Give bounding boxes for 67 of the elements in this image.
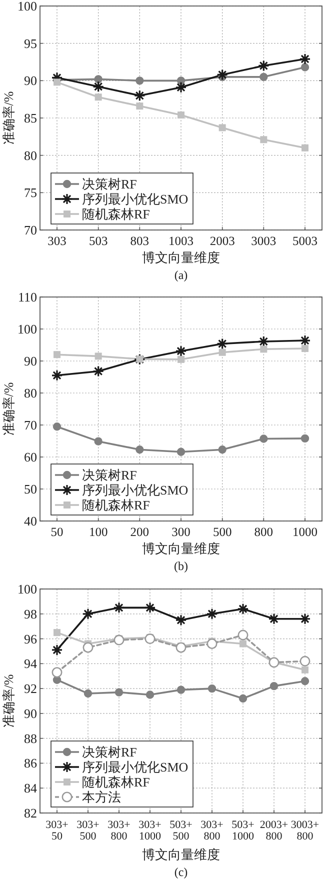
legend-label: 决策树RF (82, 744, 137, 760)
x-axis-title: 博文向量维度 (142, 541, 220, 556)
x-tick-label: 50 (50, 525, 64, 539)
y-tick-label: 80 (24, 148, 37, 163)
legend-label: 随机森林RF (82, 206, 150, 222)
x-tick-label: 303 (48, 234, 66, 248)
y-tick-label: 70 (24, 418, 37, 432)
y-tick-label: 80 (24, 386, 37, 400)
x-tick-label: 303+ 800 (200, 819, 224, 843)
y-tick-label: 60 (24, 450, 37, 464)
x-tick-label: 200 (130, 525, 150, 539)
y-tick-label: 100 (18, 322, 37, 336)
x-tick-label: 303+ 800 (108, 819, 130, 843)
y-tick-label: 82 (24, 806, 37, 820)
y-axis-title: 准确率/% (1, 674, 16, 728)
x-tick-label: 503 (88, 234, 108, 248)
legend-label: 本方法 (82, 790, 121, 804)
x-tick-label: 500 (212, 525, 232, 539)
legend-label: 随机森林RF (82, 498, 150, 512)
legend-label: 序列最小优化SMO (82, 192, 188, 206)
y-tick-label: 98 (24, 606, 37, 622)
x-axis-title: 博文向量维度 (142, 250, 220, 265)
y-tick-label: 88 (24, 730, 37, 746)
legend-label: 决策树RF (82, 176, 137, 192)
x-tick-label: 303+ 500 (76, 819, 100, 843)
x-tick-label: 1003 (168, 234, 194, 248)
x-tick-label: 503+ 1000 (232, 819, 254, 843)
y-axis-title: 准确率/% (1, 382, 16, 436)
x-tick-label: 3003 (251, 234, 276, 248)
legend-label: 序列最小优化SMO (82, 760, 188, 774)
text: (c) (174, 865, 188, 879)
y-tick-label: 100 (18, 0, 37, 14)
legend-label: 序列最小优化SMO (82, 482, 188, 498)
y-tick-label: 75 (24, 185, 37, 200)
x-axis-title: 博文向量维度 (142, 847, 220, 862)
x-tick-label: 503+ 500 (170, 819, 192, 843)
x-tick-label: 300 (172, 525, 190, 539)
legend-label: 决策树RF (82, 468, 137, 482)
text: (b) (174, 559, 188, 573)
y-tick-label: 85 (24, 110, 37, 126)
x-tick-label: 303+ 1000 (138, 819, 162, 843)
text: (a) (174, 268, 188, 282)
y-tick-label: 94 (24, 656, 38, 672)
x-tick-label: 303+ 50 (46, 819, 68, 843)
x-tick-label: 803 (130, 234, 150, 248)
x-tick-label: 100 (88, 525, 108, 539)
y-tick-label: 90 (24, 706, 37, 721)
y-tick-label: 95 (24, 36, 37, 51)
x-tick-label: 800 (254, 525, 274, 539)
x-tick-label: 5003 (292, 234, 318, 248)
x-tick-label: 2003+ 800 (260, 819, 288, 843)
y-tick-label: 90 (24, 73, 37, 88)
y-tick-label: 50 (24, 482, 37, 496)
x-tick-label: 1000 (292, 525, 318, 539)
y-tick-label: 110 (18, 290, 37, 304)
y-tick-label: 40 (24, 514, 37, 528)
y-tick-label: 96 (24, 631, 38, 646)
y-tick-label: 90 (24, 354, 37, 368)
y-tick-label: 86 (24, 756, 38, 771)
x-tick-label: 2003 (210, 234, 235, 248)
y-tick-label: 84 (24, 780, 38, 796)
legend-label: 随机森林RF (82, 774, 150, 790)
y-tick-label: 70 (24, 222, 37, 238)
y-axis-title: 准确率/% (1, 91, 16, 145)
y-tick-label: 92 (24, 681, 37, 696)
y-tick-label: 100 (18, 582, 37, 596)
x-tick-label: 3003+ 800 (290, 819, 320, 843)
